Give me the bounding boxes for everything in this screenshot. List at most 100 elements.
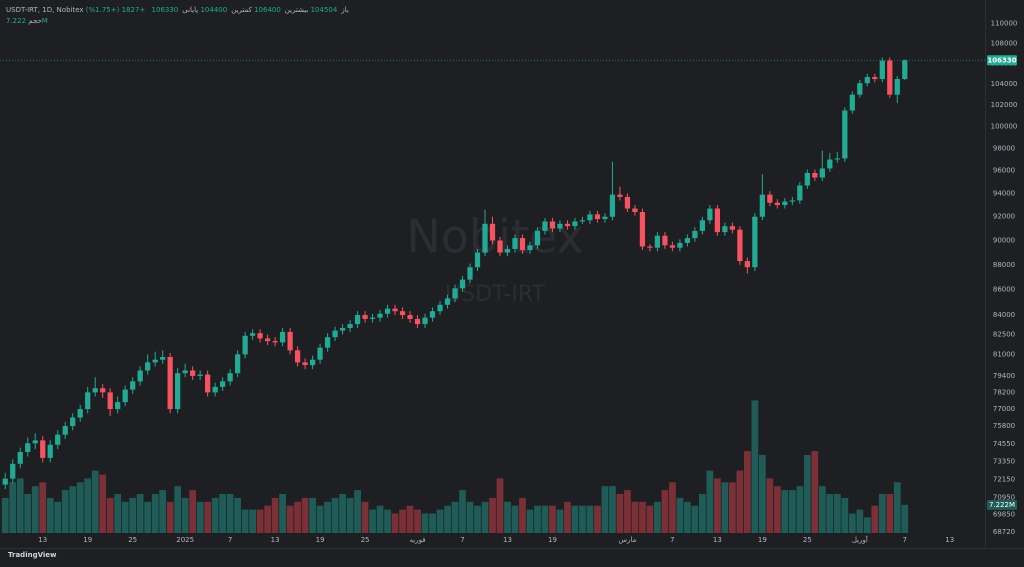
volume-bar (294, 501, 301, 533)
x-tick-label: 7 (670, 536, 674, 544)
x-tick-label: 2025 (176, 536, 194, 544)
x-tick-label: 7 (903, 536, 907, 544)
volume-bar (871, 505, 879, 533)
candle-body (242, 335, 248, 355)
candle-body (2, 478, 8, 485)
candle-body (789, 200, 795, 202)
y-tick-label: 84000 (993, 311, 1015, 319)
candle-body (429, 311, 436, 318)
candle-body (602, 216, 608, 220)
y-tick-label: 68720 (993, 528, 1015, 536)
candle-body (587, 214, 593, 221)
x-tick-label: 13 (271, 536, 280, 544)
candle-body (639, 212, 646, 247)
volume-bar (69, 486, 77, 533)
y-tick-label: 94000 (993, 189, 1015, 197)
candle-body (669, 245, 676, 248)
volume-bar (541, 505, 549, 533)
candle-body (662, 235, 668, 246)
volume-bar (324, 501, 331, 533)
candle-body (362, 315, 368, 319)
volume-bar (646, 505, 654, 533)
symbol: USDT-IRT, 1D, Nobitex (6, 6, 84, 14)
x-tick-label: 19 (83, 536, 92, 544)
volume-bar (144, 501, 152, 533)
candle-body (160, 357, 166, 360)
y-tick-label: 70950 (993, 494, 1015, 502)
volume-bar (758, 455, 766, 533)
candle-body (10, 463, 16, 479)
candle-body (797, 185, 803, 201)
candle-body (519, 238, 526, 251)
y-tick-label: 88000 (993, 261, 1015, 269)
candle-body (220, 381, 226, 387)
volume-bar (39, 482, 47, 533)
volume-bar (316, 505, 324, 533)
candle-body (699, 220, 706, 231)
label: بیشترین (284, 6, 309, 14)
candle-body (17, 452, 23, 464)
candle-body (145, 362, 151, 371)
volume-bar (181, 497, 189, 533)
candle-body (444, 298, 451, 305)
volume-bar (406, 505, 414, 533)
volume-bar (1, 497, 9, 533)
y-tick-label: 98000 (993, 144, 1015, 152)
volume-bar (481, 501, 489, 533)
y-tick-label: 72150 (993, 475, 1015, 483)
candle-body (324, 337, 331, 348)
x-tick-label: 13 (945, 536, 954, 544)
volume-bar (256, 509, 264, 533)
y-tick-label: 78200 (993, 388, 1015, 396)
volume-bar (24, 494, 32, 533)
y-tick-label: 104000 (991, 80, 1018, 88)
candle-body (399, 311, 406, 316)
volume-bar (249, 509, 256, 533)
volume-bar (309, 497, 316, 533)
volume-bar (466, 501, 474, 533)
x-tick-label: 13 (503, 536, 512, 544)
last-price-tag (987, 55, 1017, 66)
volume-bar (286, 505, 294, 533)
volume-bar (534, 505, 541, 533)
volume-bar (788, 490, 796, 533)
volume-bar (271, 497, 279, 533)
candle-body (25, 443, 31, 453)
volume-bar (226, 494, 234, 533)
candle-body (205, 374, 211, 393)
candle-body (617, 194, 623, 197)
volume-bar (99, 474, 107, 533)
legend: USDT-IRT, 1D, Nobitex باز104504 بیشترین1… (6, 6, 349, 25)
candle-body (677, 242, 683, 248)
volume-bar (504, 501, 511, 533)
volume-label: 7.222M (989, 501, 1015, 509)
x-tick-label: آوریل (852, 535, 869, 544)
candle-body (47, 444, 53, 458)
candle-body (624, 196, 631, 209)
candle-body (392, 308, 398, 312)
x-tick-label: 19 (758, 536, 767, 544)
candle-body (167, 357, 173, 410)
candle-body (722, 226, 728, 233)
volume-bar (564, 501, 571, 533)
candle-body (542, 221, 548, 231)
y-tick-label: 81000 (993, 350, 1015, 358)
y-tick-label: 96000 (993, 167, 1015, 175)
candle-body (249, 333, 256, 336)
x-tick-label: 13 (38, 536, 47, 544)
volume-bar (669, 482, 676, 533)
candle-body (564, 223, 571, 227)
volume-bar (451, 501, 459, 533)
volume-bar (684, 501, 691, 533)
candle-body (609, 194, 616, 217)
candle-body (774, 202, 780, 206)
candle-body (437, 304, 443, 312)
volume-bar (661, 490, 669, 533)
candle-body (647, 246, 653, 248)
candle-body (692, 230, 698, 239)
candle-body (347, 324, 353, 328)
candle-body (369, 317, 376, 319)
candle-body (309, 359, 316, 366)
x-tick-label: مارس (619, 536, 637, 544)
